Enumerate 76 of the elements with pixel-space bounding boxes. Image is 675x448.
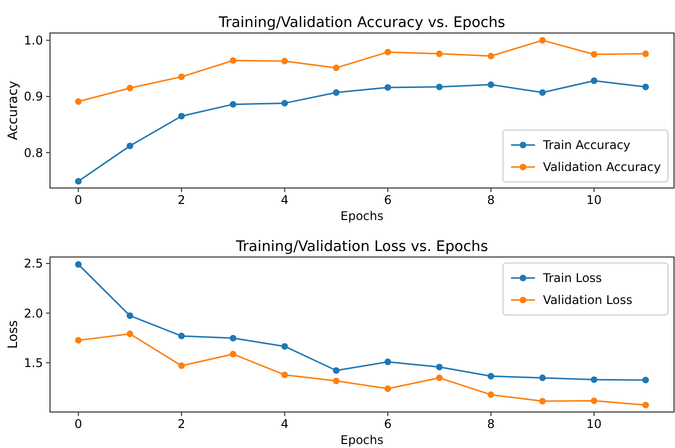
x-tick-label: 2 xyxy=(178,417,186,431)
point xyxy=(436,50,443,58)
x-tick-label: 4 xyxy=(280,417,288,431)
x-tick-label: 4 xyxy=(280,193,288,207)
point xyxy=(488,81,494,88)
point xyxy=(281,343,288,350)
y-tick-label: 0.8 xyxy=(24,146,43,160)
x-tick-label: 2 xyxy=(178,193,186,207)
point xyxy=(230,334,236,342)
point xyxy=(488,391,494,398)
legend-label: Validation Loss xyxy=(543,293,632,308)
point xyxy=(488,372,494,380)
point xyxy=(539,37,546,44)
point xyxy=(539,398,546,404)
point xyxy=(436,374,443,382)
y-axis-title: Loss xyxy=(6,320,21,349)
point xyxy=(384,84,392,91)
point xyxy=(384,48,392,56)
point xyxy=(590,51,598,58)
point xyxy=(281,100,288,106)
point xyxy=(332,367,340,374)
point xyxy=(75,98,82,105)
point xyxy=(281,372,288,378)
x-tick-label: 6 xyxy=(384,193,392,207)
point xyxy=(642,376,649,384)
point xyxy=(642,402,649,408)
y-tick-label: 1.0 xyxy=(24,34,43,48)
y-tick-label: 2.5 xyxy=(24,256,43,271)
point xyxy=(332,89,340,96)
x-tick-label: 10 xyxy=(586,193,602,207)
point xyxy=(126,142,134,150)
x-tick-label: 0 xyxy=(74,193,82,207)
legend-label: Validation Accuracy xyxy=(543,160,661,174)
point xyxy=(436,364,443,370)
x-tick-label: 6 xyxy=(384,417,392,431)
x-tick-label: 8 xyxy=(487,193,495,207)
chart-title: Training/Validation Accuracy vs. Epochs xyxy=(218,15,506,31)
point xyxy=(488,52,494,60)
point xyxy=(642,50,649,58)
point xyxy=(178,112,185,120)
legend-label: Train Loss xyxy=(542,271,602,286)
x-axis-title: Epochs xyxy=(340,209,384,223)
y-tick-label: 0.9 xyxy=(24,90,43,104)
y-tick-label: 1.5 xyxy=(24,356,43,370)
point xyxy=(332,64,340,72)
point xyxy=(642,84,649,90)
y-tick-label: 2.0 xyxy=(24,306,43,320)
point xyxy=(178,362,185,370)
point xyxy=(230,101,236,108)
point xyxy=(75,337,82,344)
point xyxy=(178,332,185,340)
point xyxy=(75,261,82,268)
point xyxy=(539,374,546,382)
x-tick-label: 10 xyxy=(586,417,602,431)
legend-label: Train Accuracy xyxy=(542,138,630,152)
point xyxy=(126,84,134,92)
point xyxy=(126,330,134,338)
x-tick-label: 8 xyxy=(487,417,495,431)
point xyxy=(75,178,82,185)
point xyxy=(436,84,443,90)
x-axis-title: Epochs xyxy=(340,433,384,447)
point xyxy=(126,312,134,319)
point xyxy=(539,89,546,96)
y-axis-title: Accuracy xyxy=(6,80,21,140)
point xyxy=(384,358,392,366)
x-tick-label: 0 xyxy=(74,417,82,431)
point xyxy=(178,74,185,80)
point xyxy=(590,77,598,84)
point xyxy=(590,376,598,383)
chart-title: Training/Validation Loss vs. Epochs xyxy=(234,239,488,255)
point xyxy=(332,378,340,384)
point xyxy=(230,57,236,64)
point xyxy=(281,58,288,64)
point xyxy=(590,397,598,404)
point xyxy=(230,350,236,358)
point xyxy=(384,385,392,392)
